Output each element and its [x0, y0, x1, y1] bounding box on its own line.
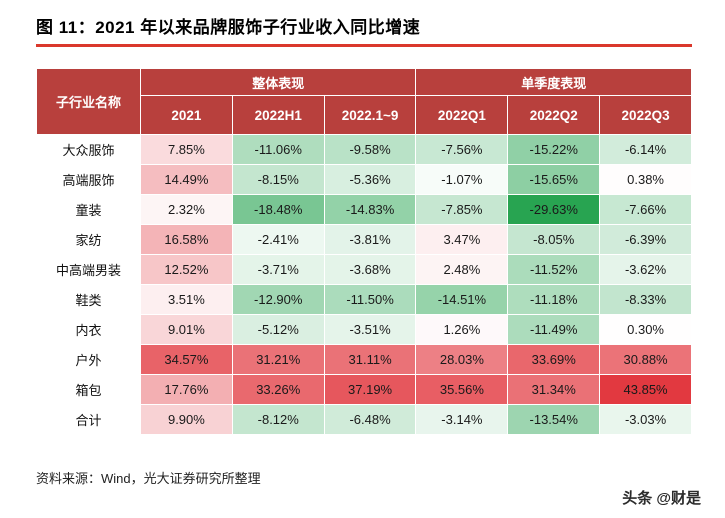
- cell-value: -8.12%: [231, 404, 325, 435]
- cell-value: 9.90%: [140, 404, 233, 435]
- cell-value: -13.54%: [507, 404, 601, 435]
- heatmap-table: 子行业名称 整体表现 单季度表现 2021 2022H1 2022.1~9 2022Q…: [36, 68, 692, 435]
- cell-value: -11.49%: [507, 314, 601, 345]
- cell-value: -11.06%: [231, 134, 325, 165]
- cell-value: -7.85%: [415, 194, 509, 225]
- table-row: 童装 2.32% -18.48% -14.83% -7.85% -29.63% -7.66%: [36, 194, 692, 225]
- cell-value: 0.30%: [599, 314, 692, 345]
- group-header-row: 子行业名称 整体表现 单季度表现: [36, 68, 692, 135]
- cell-value: -11.50%: [323, 284, 417, 315]
- cell-value: -8.15%: [231, 164, 325, 195]
- cell-value: 14.49%: [140, 164, 233, 195]
- column-header: 2022.1~9: [323, 95, 417, 135]
- table-row: 大众服饰 7.85% -11.06% -9.58% -7.56% -15.22% -6.14…: [36, 134, 692, 165]
- row-label: 家纺: [36, 224, 141, 255]
- cell-value: -15.22%: [507, 134, 601, 165]
- cell-value: -3.68%: [323, 254, 417, 285]
- table-row: 箱包 17.76% 33.26% 37.19% 35.56% 31.34% 43.85%: [36, 374, 692, 405]
- cell-value: 3.47%: [415, 224, 509, 255]
- cell-value: -3.14%: [415, 404, 509, 435]
- column-header: 2021: [140, 95, 233, 135]
- cell-value: -6.14%: [599, 134, 692, 165]
- table-body: 大众服饰 7.85% -11.06% -9.58% -7.56% -15.22% -6.14…: [36, 134, 692, 435]
- cell-value: 30.88%: [599, 344, 692, 375]
- cell-value: 33.26%: [231, 374, 325, 405]
- cell-value: 17.76%: [140, 374, 233, 405]
- cell-value: -3.51%: [323, 314, 417, 345]
- table-row: 高端服饰 14.49% -8.15% -5.36% -1.07% -15.65% 0.38%: [36, 164, 692, 195]
- cell-value: -29.63%: [507, 194, 601, 225]
- cell-value: -3.81%: [323, 224, 417, 255]
- row-label: 合计: [36, 404, 141, 435]
- row-label: 鞋类: [36, 284, 141, 315]
- group-header-quarterly: 单季度表现: [415, 68, 692, 96]
- cell-value: 1.26%: [415, 314, 509, 345]
- cell-value: -3.03%: [599, 404, 692, 435]
- cell-value: -8.05%: [507, 224, 601, 255]
- cell-value: -7.56%: [415, 134, 509, 165]
- table-row: 中高端男装 12.52% -3.71% -3.68% 2.48% -11.52% -3.62…: [36, 254, 692, 285]
- cell-value: 34.57%: [140, 344, 233, 375]
- cell-value: 33.69%: [507, 344, 601, 375]
- cell-value: -11.52%: [507, 254, 601, 285]
- corner-header: 子行业名称: [36, 68, 141, 135]
- column-header: 2022Q1: [415, 95, 509, 135]
- cell-value: 9.01%: [140, 314, 233, 345]
- row-label: 内衣: [36, 314, 141, 345]
- cell-value: -3.62%: [599, 254, 692, 285]
- row-label: 高端服饰: [36, 164, 141, 195]
- row-label: 箱包: [36, 374, 141, 405]
- cell-value: 3.51%: [140, 284, 233, 315]
- cell-value: 7.85%: [140, 134, 233, 165]
- column-header: 2022Q3: [599, 95, 692, 135]
- cell-value: -11.18%: [507, 284, 601, 315]
- cell-value: 37.19%: [323, 374, 417, 405]
- cell-value: -6.39%: [599, 224, 692, 255]
- table-row: 合计 9.90% -8.12% -6.48% -3.14% -13.54% -3.03%: [36, 404, 692, 435]
- table-header: 子行业名称 整体表现 单季度表现 2021 2022H1 2022.1~9 2022Q…: [36, 68, 692, 135]
- cell-value: -18.48%: [231, 194, 325, 225]
- row-label: 户外: [36, 344, 141, 375]
- row-label: 中高端男装: [36, 254, 141, 285]
- column-header: 2022Q2: [507, 95, 601, 135]
- source-note: 资料来源：Wind，光大证券研究所整理: [36, 471, 261, 486]
- cell-value: 31.34%: [507, 374, 601, 405]
- watermark: 头条 @财是: [622, 490, 701, 507]
- cell-value: -3.71%: [231, 254, 325, 285]
- cell-value: -14.51%: [415, 284, 509, 315]
- cell-value: 31.21%: [231, 344, 325, 375]
- cell-value: -2.41%: [231, 224, 325, 255]
- table-row: 鞋类 3.51% -12.90% -11.50% -14.51% -11.18% -8.33…: [36, 284, 692, 315]
- cell-value: 0.38%: [599, 164, 692, 195]
- cell-value: -6.48%: [323, 404, 417, 435]
- cell-value: 2.48%: [415, 254, 509, 285]
- cell-value: -14.83%: [323, 194, 417, 225]
- title-underline: [36, 44, 692, 47]
- cell-value: 12.52%: [140, 254, 233, 285]
- cell-value: -1.07%: [415, 164, 509, 195]
- group-header-overall: 整体表现: [139, 68, 417, 96]
- row-label: 童装: [36, 194, 141, 225]
- cell-value: 35.56%: [415, 374, 509, 405]
- cell-value: -15.65%: [507, 164, 601, 195]
- cell-value: -9.58%: [323, 134, 417, 165]
- table-row: 户外 34.57% 31.21% 31.11% 28.03% 33.69% 30.88%: [36, 344, 692, 375]
- column-header: 2022H1: [231, 95, 325, 135]
- cell-value: 16.58%: [140, 224, 233, 255]
- cell-value: 31.11%: [323, 344, 417, 375]
- cell-value: -12.90%: [231, 284, 325, 315]
- cell-value: -5.36%: [323, 164, 417, 195]
- cell-value: -5.12%: [231, 314, 325, 345]
- cell-value: 43.85%: [599, 374, 692, 405]
- cell-value: 2.32%: [140, 194, 233, 225]
- cell-value: 28.03%: [415, 344, 509, 375]
- table-row: 内衣 9.01% -5.12% -3.51% 1.26% -11.49% 0.30%: [36, 314, 692, 345]
- figure-title: 图 11：2021 年以来品牌服饰子行业收入同比增速: [36, 18, 421, 37]
- row-label: 大众服饰: [36, 134, 141, 165]
- cell-value: -7.66%: [599, 194, 692, 225]
- cell-value: -8.33%: [599, 284, 692, 315]
- table-row: 家纺 16.58% -2.41% -3.81% 3.47% -8.05% -6.39%: [36, 224, 692, 255]
- column-header-row: 2021 2022H1 2022.1~9 2022Q1 2022Q2 2022Q3: [37, 95, 692, 135]
